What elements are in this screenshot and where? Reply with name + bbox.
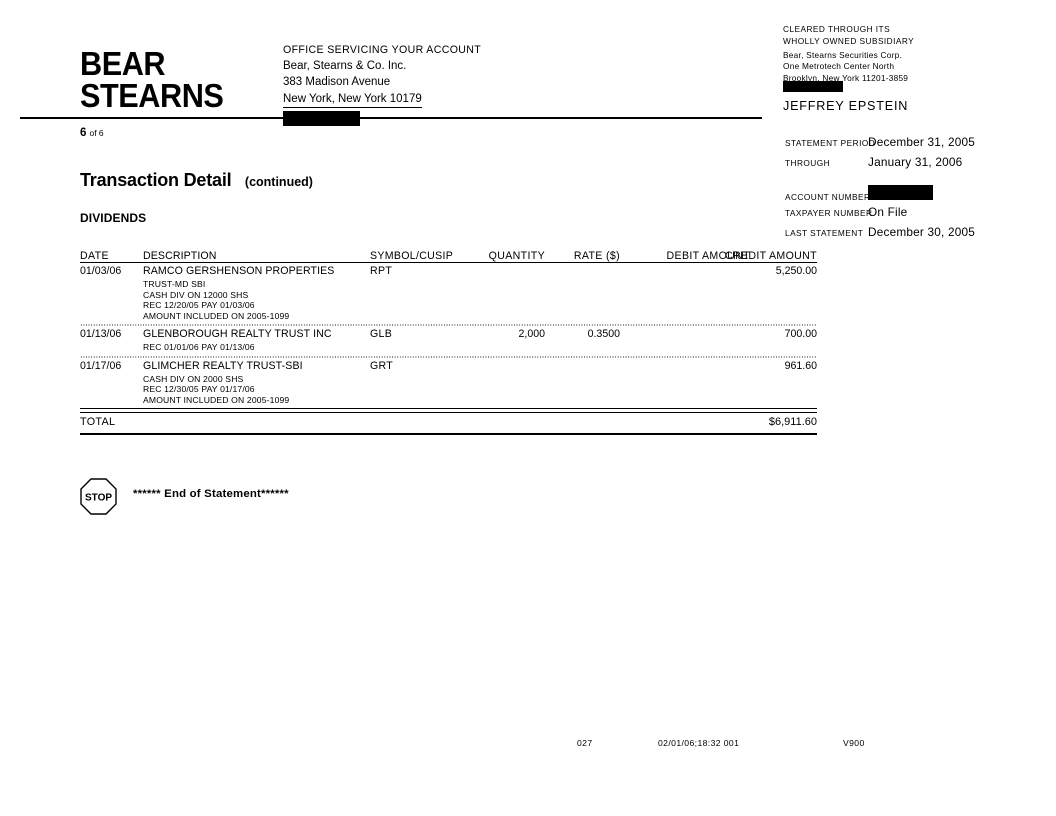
office-city-state-zip: New York, New York 10179 — [283, 91, 422, 108]
total-amount: $6,911.60 — [768, 416, 817, 428]
meta-value: On File — [868, 205, 908, 219]
cell-date: 01/03/06 — [80, 265, 122, 277]
account-holder-name: JEFFREY EPSTEIN — [783, 99, 909, 113]
table-row-details: CASH DIV ON 2000 SHS REC 12/30/05 PAY 01… — [80, 374, 817, 406]
cell-rate: 0.3500 — [587, 328, 620, 340]
column-header-credit: CREDIT AMOUNT — [724, 250, 817, 262]
meta-row-taxpayer-number: TAXPAYER NUMBER On File — [785, 205, 975, 225]
end-of-statement-text: ****** End of Statement****** — [133, 488, 289, 500]
table-total-row: TOTAL $6,911.60 — [80, 413, 817, 433]
table-row-details: REC 01/01/06 PAY 01/13/06 — [80, 342, 817, 353]
cleared-line-1: CLEARED THROUGH ITS — [783, 24, 891, 34]
table-row-main: 01/17/06 GLIMCHER REALTY TRUST-SBI GRT 9… — [80, 360, 817, 373]
page-title: Transaction Detail (continued) — [80, 170, 313, 191]
cell-description: RAMCO GERSHENSON PROPERTIES — [143, 265, 335, 277]
cell-credit: 5,250.00 — [775, 265, 817, 277]
cell-quantity: 2,000 — [518, 328, 545, 340]
cell-description: GLIMCHER REALTY TRUST-SBI — [143, 359, 303, 372]
meta-row-through: THROUGH January 31, 2006 — [785, 155, 975, 185]
column-header-date: DATE — [80, 250, 109, 262]
subsidiary-street: One Metrotech Center North — [783, 61, 895, 72]
page-number-of: of 6 — [89, 128, 104, 138]
office-firm-name: Bear, Stearns & Co. Inc. — [283, 60, 407, 73]
meta-value: January 31, 2006 — [868, 155, 963, 169]
subsidiary-name: Bear, Stearns Securities Corp. — [783, 50, 903, 60]
meta-label: TAXPAYER NUMBER — [785, 208, 873, 218]
column-header-rate: RATE ($) — [573, 250, 620, 262]
page-number-value: 6 — [80, 127, 87, 139]
detail-line: CASH DIV ON 2000 SHS — [143, 373, 244, 384]
meta-row-statement-period: STATEMENT PERIOD December 31, 2005 — [785, 135, 975, 155]
column-header-symbol: SYMBOL/CUSIP — [370, 250, 454, 262]
detail-line: TRUST-MD SBI — [143, 279, 206, 289]
meta-row-last-statement: LAST STATEMENT December 30, 2005 — [785, 225, 975, 245]
table-row: 01/13/06 GLENBOROUGH REALTY TRUST INC GL… — [80, 326, 817, 356]
meta-row-account-number: ACCOUNT NUMBER — [785, 185, 975, 205]
column-header-quantity: QUANTITY — [488, 250, 545, 262]
detail-line: REC 12/20/05 PAY 01/03/06 — [143, 300, 255, 310]
cleared-through-block: CLEARED THROUGH ITS WHOLLY OWNED SUBSIDI… — [783, 24, 914, 47]
cleared-line-2: WHOLLY OWNED SUBSIDIARY — [783, 35, 915, 46]
footer-batch-code: 027 — [577, 738, 593, 748]
cell-credit: 961.60 — [784, 359, 817, 372]
total-divider-bottom — [80, 433, 817, 435]
subsidiary-address-block: Bear, Stearns Securities Corp. One Metro… — [783, 50, 908, 84]
office-servicing-block: OFFICE SERVICING YOUR ACCOUNT Bear, Stea… — [283, 42, 481, 126]
table-row-details: TRUST-MD SBI CASH DIV ON 12000 SHS REC 1… — [80, 279, 817, 321]
detail-line: AMOUNT INCLUDED ON 2005-1099 — [143, 394, 290, 405]
logo-line-1: BEAR — [80, 45, 166, 82]
office-servicing-header: OFFICE SERVICING YOUR ACCOUNT — [283, 44, 482, 56]
cell-symbol: GRT — [370, 359, 394, 372]
cell-date: 01/17/06 — [80, 359, 122, 372]
table-row: 01/17/06 GLIMCHER REALTY TRUST-SBI GRT 9… — [80, 358, 817, 409]
svg-text:STOP: STOP — [85, 493, 112, 504]
statement-meta-block: STATEMENT PERIOD December 31, 2005 THROU… — [785, 135, 975, 245]
detail-line: AMOUNT INCLUDED ON 2005-1099 — [143, 310, 290, 321]
column-header-debit: DEBIT AMOUNT — [666, 250, 750, 262]
detail-line: CASH DIV ON 12000 SHS — [143, 289, 249, 300]
meta-label: ACCOUNT NUMBER — [785, 192, 871, 202]
section-heading-dividends: DIVIDENDS — [80, 211, 147, 225]
cell-symbol: RPT — [370, 265, 393, 277]
office-street: 383 Madison Avenue — [283, 76, 391, 89]
table-row-main: 01/13/06 GLENBOROUGH REALTY TRUST INC GL… — [80, 328, 817, 341]
stop-sign-icon: STOP — [80, 478, 117, 515]
total-divider-top — [80, 408, 817, 413]
total-label: TOTAL — [80, 416, 116, 428]
footer-version-code: V900 — [843, 738, 865, 748]
table-header-row: DATE DESCRIPTION SYMBOL/CUSIP QUANTITY R… — [80, 250, 817, 262]
row-divider — [80, 355, 817, 358]
column-header-description: DESCRIPTION — [143, 250, 217, 262]
detail-line: REC 12/30/05 PAY 01/17/06 — [143, 384, 255, 394]
transaction-table: DATE DESCRIPTION SYMBOL/CUSIP QUANTITY R… — [80, 250, 817, 435]
table-row-main: 01/03/06 RAMCO GERSHENSON PROPERTIES RPT… — [80, 265, 817, 278]
cell-date: 01/13/06 — [80, 328, 122, 340]
header-divider — [20, 117, 762, 119]
meta-label: STATEMENT PERIOD — [785, 138, 876, 148]
meta-value: December 30, 2005 — [868, 225, 976, 239]
meta-label: LAST STATEMENT — [785, 228, 864, 238]
table-header-divider — [80, 262, 817, 263]
row-divider — [80, 324, 817, 326]
table-row: 01/03/06 RAMCO GERSHENSON PROPERTIES RPT… — [80, 263, 817, 324]
redacted-subsidiary-line — [783, 81, 843, 92]
cell-description: GLENBOROUGH REALTY TRUST INC — [143, 328, 332, 340]
page-title-main: Transaction Detail — [80, 170, 232, 190]
footer-timestamp: 02/01/06;18:32 001 — [658, 738, 740, 748]
page-number: 6 of 6 — [80, 127, 104, 139]
cell-credit: 700.00 — [784, 328, 817, 340]
detail-line: REC 01/01/06 PAY 01/13/06 — [143, 342, 255, 352]
cell-symbol: GLB — [370, 328, 393, 340]
redacted-account-number — [868, 185, 933, 200]
logo-line-2: STEARNS — [80, 77, 224, 115]
page-title-continued: (continued) — [244, 175, 313, 189]
meta-value: December 31, 2005 — [868, 135, 976, 149]
subsidiary-city-state-zip: Brooklyn, New York 11201-3859 — [783, 72, 909, 83]
bear-stearns-logo: BEAR STEARNS — [80, 45, 257, 115]
meta-label: THROUGH — [785, 158, 831, 168]
